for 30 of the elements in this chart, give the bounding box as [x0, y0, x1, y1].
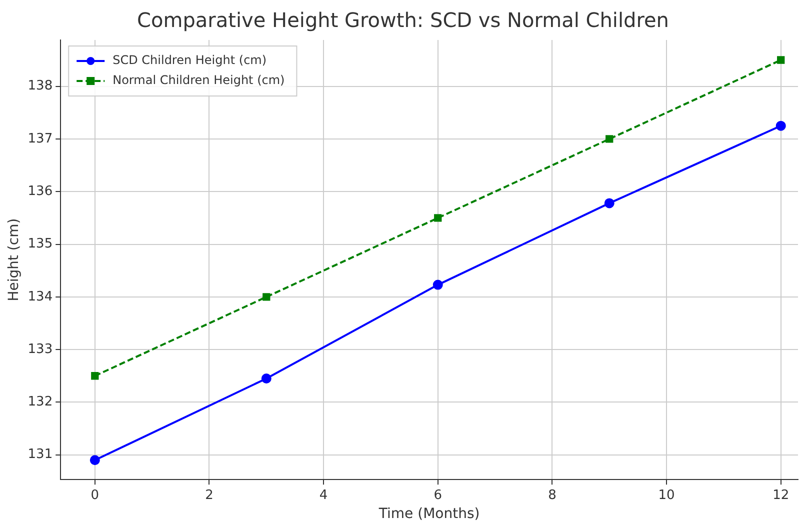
point	[434, 214, 442, 222]
y-tick-label: 131	[28, 447, 53, 462]
x-tick-label: 4	[319, 488, 328, 503]
x-tick-label: 6	[434, 488, 442, 503]
point	[262, 293, 270, 301]
point	[604, 198, 614, 208]
y-tick-label: 136	[28, 184, 53, 199]
point	[777, 56, 785, 64]
y-tick-label: 135	[28, 236, 53, 252]
y-tick-label: 137	[28, 131, 53, 146]
point	[261, 374, 272, 384]
x-tick-label: 12	[772, 488, 790, 503]
y-tick-label: 134	[28, 289, 53, 304]
y-tick-label: 138	[28, 78, 53, 94]
x-tick-label: 2	[205, 488, 214, 503]
point	[776, 120, 786, 131]
x-tick-label: 8	[548, 488, 556, 503]
y-axis-title: Height (cm)	[6, 218, 22, 302]
x-tick-label: 0	[90, 488, 100, 503]
point	[90, 455, 100, 466]
chart-title: Comparative Height Growth: SCD vs Normal Children	[137, 8, 669, 32]
x-tick-label: 10	[658, 488, 675, 503]
legend-label: Normal Children Height (cm)	[112, 73, 285, 88]
y-tick-label: 132	[28, 394, 53, 410]
legend-label: SCD Children Height (cm)	[112, 53, 267, 68]
y-tick-label: 133	[28, 342, 53, 357]
x-axis-title: Time (Months)	[378, 506, 480, 522]
point	[432, 280, 443, 290]
point	[606, 135, 614, 143]
point	[91, 372, 99, 380]
